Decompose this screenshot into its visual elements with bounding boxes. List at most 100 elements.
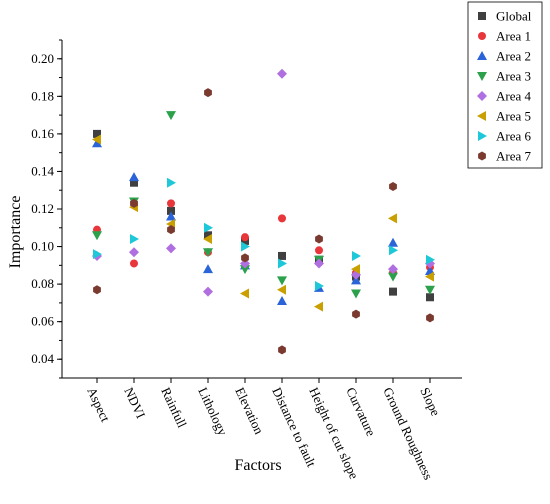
point-area-2 (203, 264, 213, 274)
legend-box (467, 1, 543, 169)
point-area-4 (203, 286, 213, 297)
y-tick-label: 0.04 (31, 351, 54, 366)
x-tick-label: Aspect (84, 385, 113, 424)
point-area-6 (389, 245, 398, 256)
point-area-5 (203, 234, 212, 245)
legend-marker-global (478, 12, 486, 20)
point-area-2 (92, 138, 102, 148)
point-global (93, 129, 101, 138)
point-area-5 (277, 284, 286, 295)
point-area-6 (204, 222, 213, 233)
point-area-6 (352, 250, 361, 261)
point-area-3 (240, 265, 250, 275)
x-tick-label: Rainfull (158, 385, 190, 430)
y-tick-label: 0.18 (31, 88, 54, 103)
point-area-3 (166, 111, 176, 121)
x-tick-label: Lithology (195, 385, 230, 438)
point-global (389, 287, 397, 296)
legend-label-area-7: Area 7 (496, 149, 532, 164)
legend-marker-area-7 (478, 151, 486, 161)
x-axis-title: Factors (234, 457, 281, 474)
y-tick-label: 0.12 (31, 201, 54, 216)
point-area-4 (166, 243, 176, 254)
x-tick-label: NDVI (121, 385, 148, 421)
point-area-4 (388, 264, 398, 275)
point-area-4 (129, 247, 139, 258)
y-tick-label: 0.16 (31, 126, 54, 141)
point-global (426, 293, 434, 302)
y-tick-label: 0.06 (31, 314, 54, 329)
legend-marker-area-2 (477, 51, 487, 60)
point-global (204, 231, 212, 240)
point-global (130, 178, 138, 187)
point-area-5 (425, 271, 434, 282)
point-area-1 (278, 214, 286, 223)
point-area-3 (388, 272, 398, 282)
point-area-3 (203, 248, 213, 258)
point-area-2 (388, 237, 398, 247)
point-area-5 (314, 301, 323, 312)
point-area-4 (240, 258, 250, 269)
point-area-5 (240, 288, 249, 299)
point-area-2 (277, 296, 287, 306)
point-area-1 (130, 259, 138, 268)
point-area-7 (93, 285, 101, 295)
legend-marker-area-3 (477, 72, 487, 81)
point-area-7 (426, 313, 434, 323)
legend-label-area-5: Area 5 (496, 109, 531, 124)
point-area-7 (315, 234, 323, 244)
point-area-6 (93, 249, 102, 260)
legend-label-area-2: Area 2 (496, 49, 531, 64)
legend-marker-area-4 (477, 91, 487, 101)
point-area-6 (315, 280, 324, 291)
x-tick-label: Curvature (343, 385, 379, 439)
point-area-7 (204, 88, 212, 98)
point-area-7 (278, 345, 286, 355)
y-tick-label: 0.08 (31, 276, 54, 291)
point-area-7 (389, 181, 397, 191)
point-area-7 (352, 309, 360, 319)
point-area-6 (241, 241, 250, 252)
point-area-4 (277, 68, 287, 79)
legend-label-area-6: Area 6 (496, 129, 532, 144)
point-area-7 (130, 198, 138, 208)
point-area-2 (351, 275, 361, 285)
point-area-1 (241, 233, 249, 242)
legend-label-global: Global (496, 9, 532, 24)
point-area-5 (351, 264, 360, 275)
data-points (92, 68, 435, 355)
x-tick-label: Elevation (232, 385, 267, 437)
legend: Global Area 1 Area 2 Area 3 Area 4 Area 5 Area… (467, 1, 543, 169)
y-tick-label: 0.20 (31, 51, 54, 66)
legend-label-area-3: Area 3 (496, 69, 531, 84)
legend-marker-area-1 (478, 32, 486, 40)
point-area-5 (92, 134, 101, 145)
point-area-5 (388, 213, 397, 224)
point-area-6 (167, 177, 176, 188)
point-area-2 (166, 211, 176, 221)
point-area-4 (314, 258, 324, 269)
legend-label-area-4: Area 4 (496, 89, 532, 104)
x-tick-label: Slope (417, 385, 443, 418)
legend-marker-area-5 (477, 111, 486, 121)
point-area-6 (278, 258, 287, 269)
legend-label-area-1: Area 1 (496, 29, 531, 44)
point-area-1 (167, 199, 175, 208)
point-global (278, 251, 286, 260)
point-area-3 (92, 231, 102, 241)
legend-marker-area-6 (478, 131, 487, 141)
point-area-2 (129, 172, 139, 182)
y-axis-title: Importance (7, 196, 24, 269)
point-area-6 (130, 234, 139, 245)
point-area-6 (426, 254, 435, 265)
point-area-3 (425, 285, 435, 295)
point-area-3 (351, 289, 361, 299)
point-area-7 (241, 253, 249, 263)
y-tick-label: 0.10 (31, 239, 54, 254)
point-area-7 (167, 225, 175, 235)
point-global (167, 206, 175, 215)
point-area-3 (277, 276, 287, 286)
point-area-1 (315, 246, 323, 255)
y-tick-label: 0.14 (31, 163, 54, 178)
